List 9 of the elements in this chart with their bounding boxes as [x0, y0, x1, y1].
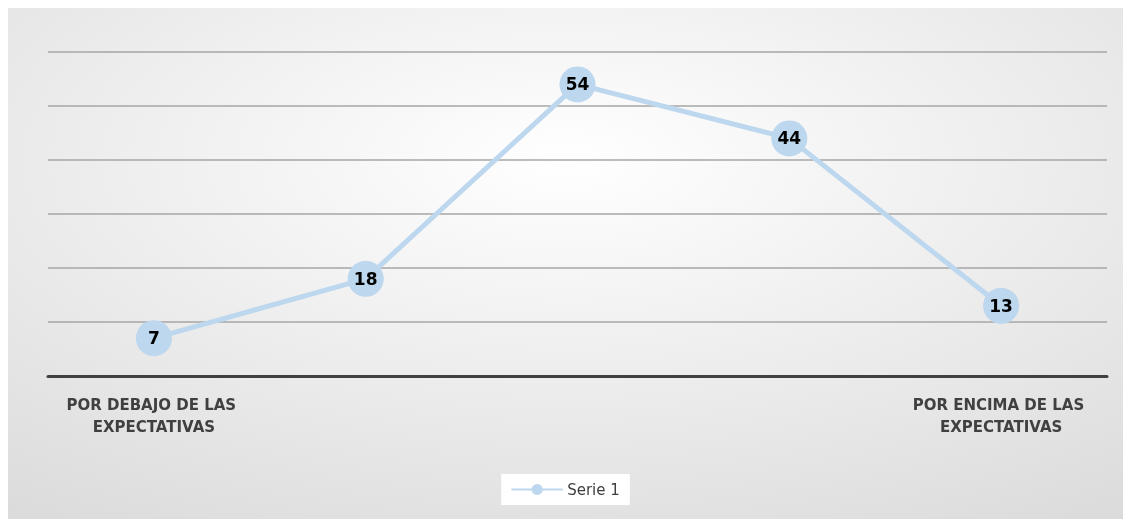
data-label: 13 — [989, 295, 1013, 316]
data-label: 18 — [353, 268, 378, 289]
data-label: 7 — [147, 328, 160, 349]
point — [135, 320, 172, 357]
data-label: 44 — [777, 128, 802, 149]
x-tick-label: POR DEBAJO DE LAS EXPECTATIVAS — [66, 396, 242, 436]
legend-label: Serie 1 — [567, 480, 620, 499]
x-tick-label: POR ENCIMA DE LAS EXPECTATIVAS — [912, 396, 1090, 436]
data-label: 54 — [565, 74, 590, 95]
